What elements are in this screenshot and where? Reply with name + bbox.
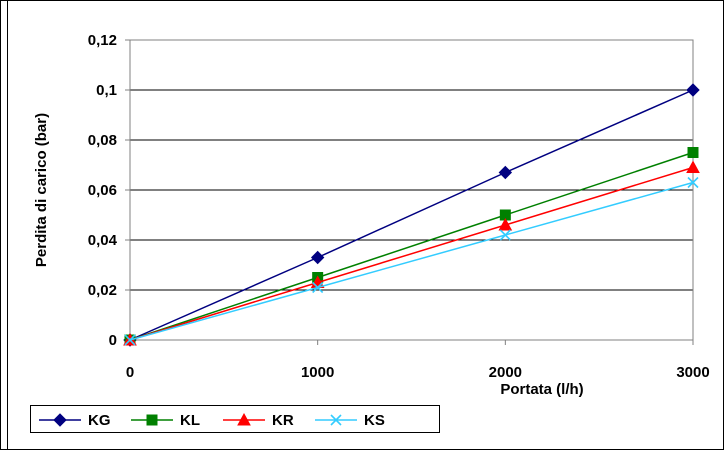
y-tick-label: 0,06 — [88, 182, 117, 199]
data-point-ks — [687, 176, 699, 189]
legend-item-kl: KL — [131, 412, 200, 429]
data-point-kr — [686, 160, 700, 173]
legend-label-ks: KS — [364, 412, 385, 429]
legend-label-kr: KR — [272, 412, 294, 429]
series-line-kr — [129, 166, 694, 341]
series-kg — [123, 83, 700, 347]
legend-label-kl: KL — [180, 412, 200, 429]
legend-marker-kg — [53, 413, 67, 427]
legend-marker-ks — [330, 414, 342, 426]
series-ks — [124, 176, 699, 346]
legend-item-ks: KS — [315, 412, 385, 429]
series-line-ks — [129, 181, 694, 341]
y-tick-label: 0 — [109, 332, 117, 349]
y-tick-label: 0,08 — [88, 132, 117, 149]
data-point-kg — [310, 250, 325, 265]
legend-entries: KG KL KR KS — [39, 412, 385, 429]
legend-marker-kr — [237, 412, 251, 426]
legend-marker-kl — [146, 414, 158, 426]
legend: KG KL KR KS — [30, 405, 440, 433]
x-tick-label: 3000 — [676, 364, 709, 381]
y-tick-labels: 0 0,02 0,04 0,06 0,08 0,1 0,12 — [88, 32, 118, 349]
legend-item-kg: KG — [39, 412, 111, 429]
series-group — [123, 83, 700, 347]
series-line-kl — [129, 151, 694, 341]
y-axis-title: Perdita di carico (bar) — [33, 113, 50, 267]
x-tick-label: 0 — [126, 364, 134, 381]
x-tick-labels: 0 1000 2000 3000 — [126, 364, 710, 381]
legend-label-kg: KG — [88, 412, 111, 429]
x-tick-label: 1000 — [301, 364, 334, 381]
axes — [125, 39, 694, 345]
legend-item-kr: KR — [223, 412, 294, 429]
series-line-kg — [129, 89, 694, 341]
data-point-ks — [312, 281, 324, 294]
data-point-ks — [124, 334, 136, 346]
x-axis-title: Portata (l/h) — [500, 381, 583, 398]
frame-inner-edge — [7, 0, 8, 450]
y-tick-label: 0,12 — [88, 32, 117, 49]
y-tick-label: 0,04 — [88, 232, 118, 249]
y-tick-label: 0,02 — [88, 282, 117, 299]
y-tick-label: 0,1 — [96, 82, 117, 99]
data-point-kg — [498, 165, 513, 180]
data-point-kl — [687, 147, 699, 158]
data-point-kg — [686, 83, 700, 97]
data-point-kr — [498, 217, 513, 231]
x-tick-label: 2000 — [489, 364, 522, 381]
data-point-ks — [499, 229, 511, 241]
grid-lines — [130, 39, 693, 291]
